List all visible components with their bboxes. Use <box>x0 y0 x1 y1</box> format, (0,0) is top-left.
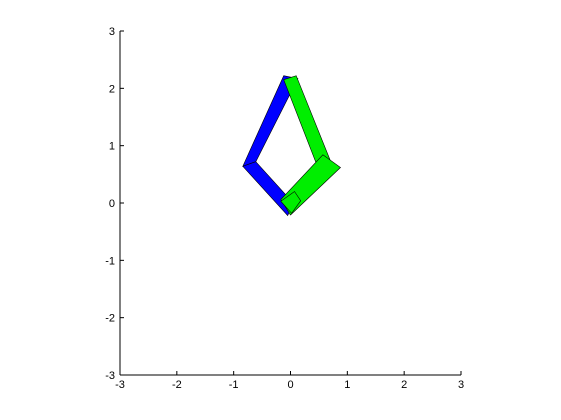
y-tick-label: 0 <box>109 198 115 210</box>
x-tick-label: -3 <box>115 379 125 391</box>
x-tick-label: 1 <box>344 379 350 391</box>
x-ticks: -3 -2 -1 0 1 2 3 <box>115 371 464 391</box>
y-tick-label: -3 <box>105 370 115 382</box>
x-tick-label: -2 <box>172 379 182 391</box>
y-ticks: 3 2 1 0 -1 -2 -3 <box>105 26 124 382</box>
y-tick-label: 2 <box>109 83 115 95</box>
x-tick-label: 0 <box>287 379 293 391</box>
x-tick-label: -1 <box>229 379 239 391</box>
polygon-layer <box>242 75 341 217</box>
y-tick-label: -2 <box>105 313 115 325</box>
x-tick-label: 2 <box>401 379 407 391</box>
y-tick-label: -1 <box>105 255 115 267</box>
y-tick-label: 3 <box>109 26 115 38</box>
y-tick-label: 1 <box>109 141 115 153</box>
polygon-4 <box>280 191 302 214</box>
x-tick-label: 3 <box>458 379 464 391</box>
